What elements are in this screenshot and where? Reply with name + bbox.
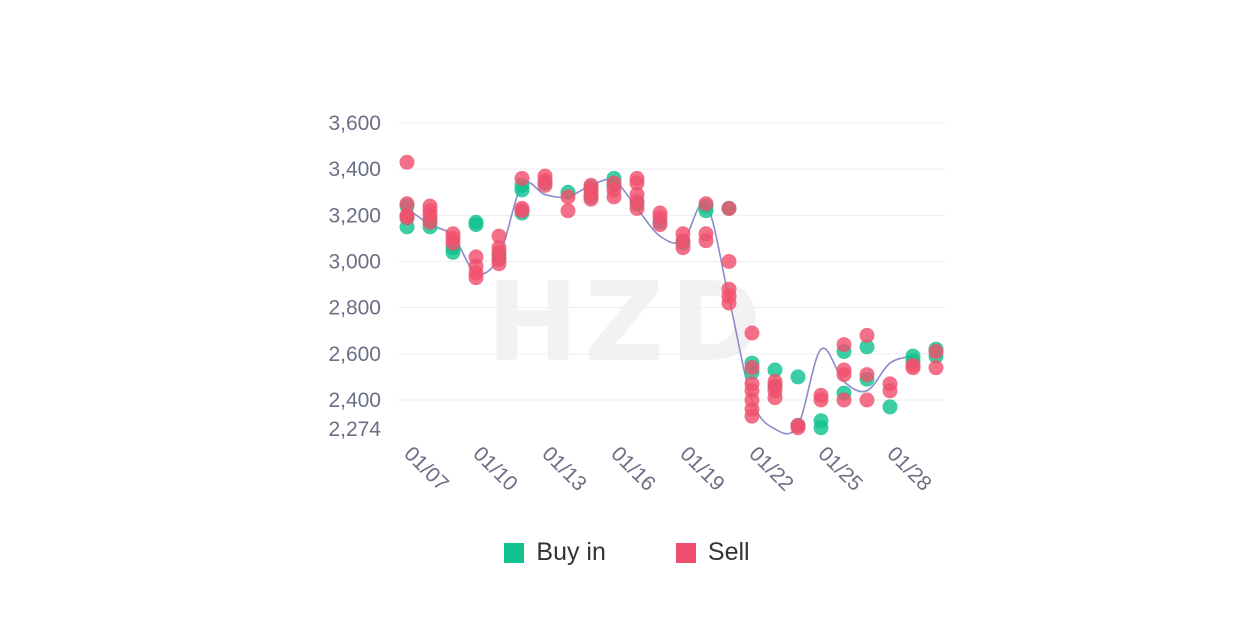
legend-swatch-buy: [504, 542, 525, 563]
sell-point: [790, 420, 806, 436]
y-tick-label: 3,200: [328, 204, 381, 227]
sell-point: [629, 175, 645, 191]
y-tick-label: 3,400: [328, 158, 381, 181]
sell-point: [606, 189, 622, 205]
buy-in-point: [882, 399, 898, 415]
sell-point: [836, 392, 852, 408]
buy-in-point: [859, 339, 875, 355]
sell-point: [514, 170, 530, 186]
x-tick-label: 01/13: [537, 442, 590, 495]
legend-item-sell[interactable]: Sell: [675, 538, 750, 567]
sell-point: [859, 367, 875, 383]
x-tick-label: 01/10: [468, 442, 521, 495]
y-tick-label: 3,600: [328, 112, 381, 135]
sell-point: [859, 327, 875, 343]
legend-label-buy: Buy in: [536, 538, 606, 566]
sell-point: [744, 408, 760, 424]
sell-point: [491, 228, 507, 244]
sell-point: [491, 256, 507, 272]
sell-point: [560, 189, 576, 205]
sell-point: [422, 214, 438, 230]
sell-point: [882, 383, 898, 399]
x-tick-label: 01/28: [882, 442, 935, 495]
sell-point: [675, 240, 691, 256]
sell-point: [514, 203, 530, 219]
sell-point: [767, 390, 783, 406]
sell-point: [698, 196, 714, 212]
x-tick-label: 01/16: [606, 442, 659, 495]
buy-in-point: [813, 413, 829, 429]
watermark-text: HZD: [486, 258, 767, 386]
sell-point: [928, 344, 944, 360]
x-tick-label: 01/07: [399, 442, 452, 495]
legend-label-sell: Sell: [707, 538, 750, 566]
sell-point: [399, 154, 415, 170]
sell-point: [836, 337, 852, 353]
sell-point: [721, 254, 737, 269]
x-tick-label: 01/22: [744, 442, 797, 495]
buy-in-point: [468, 217, 484, 233]
sell-point: [744, 360, 760, 376]
y-tick-label: 3,000: [328, 251, 381, 274]
sell-point: [859, 392, 875, 408]
sell-point: [537, 177, 553, 193]
sell-point: [813, 392, 829, 408]
x-tick-label: 01/19: [675, 442, 728, 495]
sell-point: [928, 360, 944, 376]
y-tick-label: 2,274: [328, 418, 381, 441]
y-tick-label: 2,600: [328, 343, 381, 366]
sell-point: [560, 203, 576, 219]
sell-point: [905, 360, 921, 376]
legend-swatch-sell: [675, 542, 696, 563]
sell-point: [399, 210, 415, 226]
sell-point: [721, 295, 737, 311]
sell-point: [468, 270, 484, 286]
buy-in-point: [767, 362, 783, 378]
sell-point: [445, 235, 461, 251]
sell-point: [399, 196, 415, 212]
sell-point: [721, 200, 737, 216]
sell-point: [744, 325, 760, 341]
sell-point: [629, 200, 645, 216]
legend: Buy in Sell: [0, 538, 1254, 567]
legend-item-buy[interactable]: Buy in: [504, 538, 606, 567]
sell-point: [836, 367, 852, 383]
buy-in-point: [790, 369, 806, 385]
sell-point: [583, 191, 599, 207]
x-tick-label: 01/25: [813, 442, 866, 495]
y-tick-label: 2,800: [328, 297, 381, 320]
sell-point: [652, 217, 668, 233]
sell-point: [698, 233, 714, 249]
y-tick-label: 2,400: [328, 389, 381, 412]
